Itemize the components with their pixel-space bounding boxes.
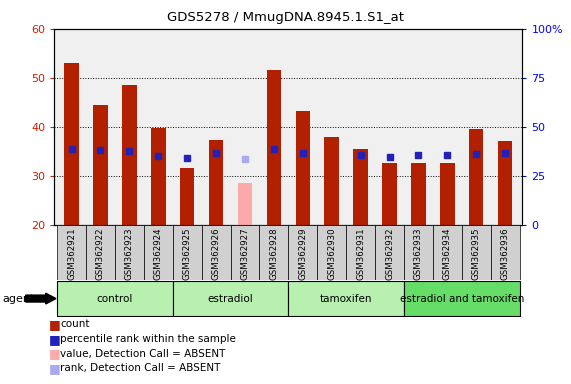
Bar [353,149,368,225]
Text: GSM362933: GSM362933 [414,227,423,280]
Bar [490,225,520,280]
Bar [259,225,288,280]
Text: GSM362927: GSM362927 [240,227,250,280]
Bar [231,225,259,280]
Text: GSM362923: GSM362923 [125,227,134,280]
Bar [57,225,86,280]
Text: control: control [96,293,133,304]
Text: GSM362936: GSM362936 [501,227,510,280]
Text: estradiol: estradiol [208,293,254,304]
Text: GSM362928: GSM362928 [270,227,279,280]
Bar [498,141,512,225]
Text: GSM362925: GSM362925 [183,227,192,280]
Bar [462,225,490,280]
Bar [375,225,404,280]
Bar [324,137,339,225]
Bar [440,164,455,225]
Bar [173,281,288,316]
Text: count: count [60,319,90,329]
Text: percentile rank within the sample: percentile rank within the sample [60,334,236,344]
Text: value, Detection Call = ABSENT: value, Detection Call = ABSENT [60,349,226,359]
Text: GSM362926: GSM362926 [212,227,220,280]
Text: GSM362921: GSM362921 [67,227,76,280]
Text: ■: ■ [49,333,61,346]
Text: GSM362935: GSM362935 [472,227,481,280]
Bar [209,141,223,225]
Bar [267,70,281,225]
Text: GSM362924: GSM362924 [154,227,163,280]
Bar [346,225,375,280]
Bar [411,164,425,225]
Bar [115,225,144,280]
Bar [383,164,397,225]
Bar [57,281,173,316]
Text: ■: ■ [49,318,61,331]
Text: ■: ■ [49,362,61,375]
Bar [144,225,173,280]
Text: GSM362922: GSM362922 [96,227,105,280]
Text: agent: agent [3,293,35,304]
Text: GSM362934: GSM362934 [443,227,452,280]
Bar [93,105,108,225]
Text: GSM362932: GSM362932 [385,227,394,280]
Bar [202,225,231,280]
Bar [238,183,252,225]
Bar [404,225,433,280]
Bar [288,281,404,316]
Bar [296,111,310,225]
Bar [180,168,194,225]
Text: tamoxifen: tamoxifen [320,293,372,304]
Bar [122,85,136,225]
Text: GSM362929: GSM362929 [298,227,307,280]
Text: GSM362931: GSM362931 [356,227,365,280]
Bar [173,225,202,280]
Bar [433,225,462,280]
Bar [469,129,484,225]
Text: GSM362930: GSM362930 [327,227,336,280]
Text: rank, Detection Call = ABSENT: rank, Detection Call = ABSENT [60,363,220,373]
Bar [86,225,115,280]
Bar [65,63,79,225]
Text: estradiol and tamoxifen: estradiol and tamoxifen [400,293,524,304]
Bar [317,225,346,280]
Bar [404,281,520,316]
Text: GDS5278 / MmugDNA.8945.1.S1_at: GDS5278 / MmugDNA.8945.1.S1_at [167,11,404,24]
Bar [151,128,166,225]
Bar [288,225,317,280]
Text: ■: ■ [49,347,61,360]
